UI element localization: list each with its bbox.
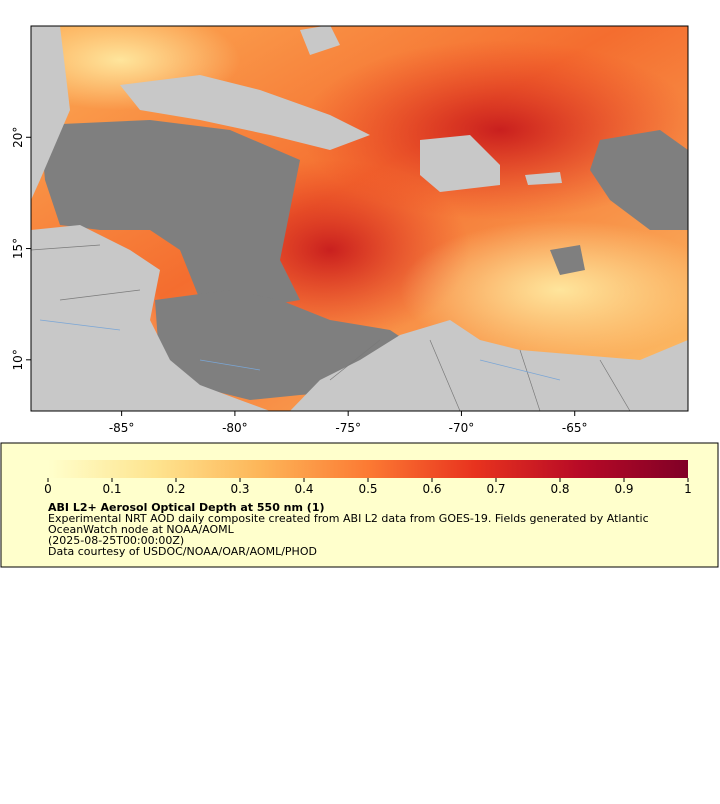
map-frame <box>30 25 689 412</box>
x-tick-label: -80° <box>222 421 248 435</box>
legend-line: OceanWatch node at NOAA/AOML <box>48 523 235 536</box>
x-tick-label: -75° <box>335 421 361 435</box>
colorbar-tick-label: 0.5 <box>358 482 377 496</box>
colorbar-tick-label: 0 <box>44 482 52 496</box>
y-tick-label: 15° <box>11 238 25 259</box>
colorbar-tick-label: 0.2 <box>166 482 185 496</box>
colorbar-tick-label: 0.6 <box>422 482 441 496</box>
legend-line: Data courtesy of USDOC/NOAA/OAR/AOML/PHO… <box>48 545 317 558</box>
colorbar-tick-label: 1 <box>684 482 692 496</box>
x-tick-label: -70° <box>449 421 475 435</box>
colorbar-tick-label: 0.9 <box>614 482 633 496</box>
colorbar-tick-label: 0.1 <box>102 482 121 496</box>
colorbar-tick-label: 0.4 <box>294 482 313 496</box>
x-tick-label: -85° <box>109 421 135 435</box>
y-tick-label: 20° <box>11 127 25 148</box>
colorbar-tick-label: 0.7 <box>486 482 505 496</box>
colorbar-tick-label: 0.8 <box>550 482 569 496</box>
y-tick-label: 10° <box>11 349 25 370</box>
legend-line: (2025-08-25T00:00:00Z) <box>48 534 184 547</box>
colorbar <box>48 460 688 478</box>
legend-line: Experimental NRT AOD daily composite cre… <box>48 512 649 525</box>
colorbar-tick-label: 0.3 <box>230 482 249 496</box>
x-tick-label: -65° <box>562 421 588 435</box>
legend-title: ABI L2+ Aerosol Optical Depth at 550 nm … <box>48 501 325 514</box>
map-image <box>31 26 688 411</box>
